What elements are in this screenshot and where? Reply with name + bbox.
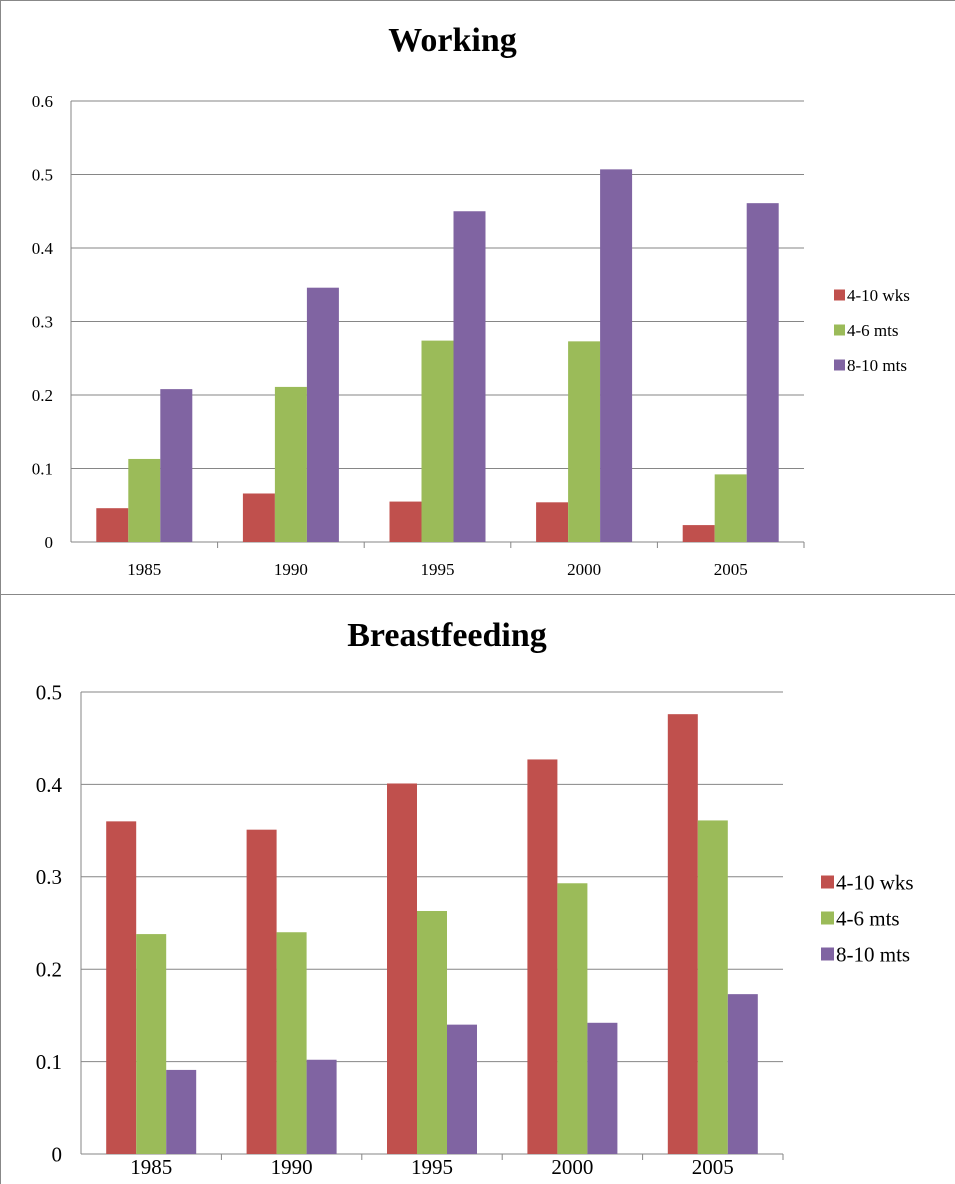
legend-label: 8-10 mts: [847, 356, 907, 375]
y-tick-label: 0.4: [32, 239, 54, 258]
legend-swatch: [834, 324, 845, 336]
x-tick-label: 2005: [714, 560, 748, 579]
bar-2000-0: [536, 502, 569, 542]
legend-swatch: [821, 911, 834, 925]
x-tick-label: 1985: [130, 1155, 172, 1179]
chart-title: Breastfeeding: [347, 617, 547, 654]
bar-2000-2: [587, 1022, 618, 1154]
bar-2005-2: [727, 994, 758, 1154]
y-tick-label: 0.5: [36, 680, 62, 704]
x-tick-label: 1995: [421, 560, 455, 579]
bar-2000-2: [600, 169, 633, 543]
bar-1985-2: [166, 1069, 197, 1154]
bar-1985-0: [96, 508, 129, 542]
bar-2005-1: [714, 474, 747, 542]
bar-1990-1: [276, 932, 307, 1154]
bar-1995-2: [453, 211, 486, 542]
bar-1995-2: [447, 1024, 477, 1154]
legend-label: 4-10 wks: [847, 286, 910, 305]
y-tick-label: 0.1: [32, 459, 53, 478]
x-tick-label: 1990: [274, 560, 308, 579]
bar-2005-0: [667, 714, 698, 1154]
y-tick-label: 0.2: [32, 386, 53, 405]
y-tick-label: 0: [52, 1142, 63, 1166]
legend-swatch: [834, 359, 845, 371]
x-tick-label: 2005: [692, 1155, 734, 1179]
bar-1990-0: [242, 493, 275, 542]
bar-1990-1: [274, 386, 307, 542]
legend-label: 4-6 mts: [836, 906, 900, 930]
bar-1985-1: [136, 934, 167, 1154]
bar-1995-1: [421, 340, 454, 542]
working-chart: Working 0 0.1 0.2 0.3 0.4 0.5 0.6 1985 1990 1995 20…: [32, 22, 910, 579]
legend-label: 4-10 wks: [836, 870, 914, 894]
y-tick-label: 0.3: [32, 312, 53, 331]
breastfeeding-chart-panel: Breastfeeding 0 0.1 0.2 0.3 0.4 0.5 1985 1990 199…: [0, 594, 955, 1184]
y-tick-label: 0: [45, 533, 54, 552]
working-chart-panel: Working 0 0.1 0.2 0.3 0.4 0.5 0.6 1985 1990 1995 20…: [0, 0, 955, 594]
bar-1990-0: [246, 829, 277, 1154]
chart-title: Working: [388, 22, 516, 59]
bar-2005-1: [697, 820, 728, 1154]
x-tick-label: 2000: [567, 560, 601, 579]
y-tick-label: 0.4: [36, 773, 63, 797]
bar-1995-0: [389, 501, 422, 542]
bar-2005-0: [682, 525, 715, 542]
legend-swatch: [821, 947, 834, 961]
y-tick-label: 0.6: [32, 92, 53, 111]
bar-2000-0: [527, 759, 558, 1154]
bar-2000-1: [557, 883, 588, 1154]
bar-1995-1: [417, 910, 447, 1154]
bar-1990-2: [306, 1059, 337, 1154]
x-tick-label: 1985: [127, 560, 161, 579]
y-tick-label: 0.3: [36, 865, 62, 889]
bar-2005-2: [746, 203, 779, 543]
bar-1985-2: [160, 389, 193, 542]
bar-1995-0: [387, 783, 417, 1154]
bar-1985-1: [128, 458, 161, 542]
x-tick-label: 1990: [271, 1155, 313, 1179]
y-tick-label: 0.1: [36, 1050, 62, 1074]
legend-label: 8-10 mts: [836, 942, 910, 966]
bar-2000-1: [568, 341, 601, 542]
bar-1985-0: [106, 821, 137, 1154]
x-tick-label: 1995: [411, 1155, 453, 1179]
legend-swatch: [834, 289, 845, 301]
x-tick-label: 2000: [551, 1155, 593, 1179]
legend-swatch: [821, 875, 834, 889]
bar-1990-2: [306, 287, 339, 542]
y-tick-label: 0.5: [32, 165, 53, 184]
legend-label: 4-6 mts: [847, 321, 898, 340]
breastfeeding-chart: Breastfeeding 0 0.1 0.2 0.3 0.4 0.5 1985 1990 199…: [36, 617, 914, 1179]
y-tick-label: 0.2: [36, 958, 62, 982]
